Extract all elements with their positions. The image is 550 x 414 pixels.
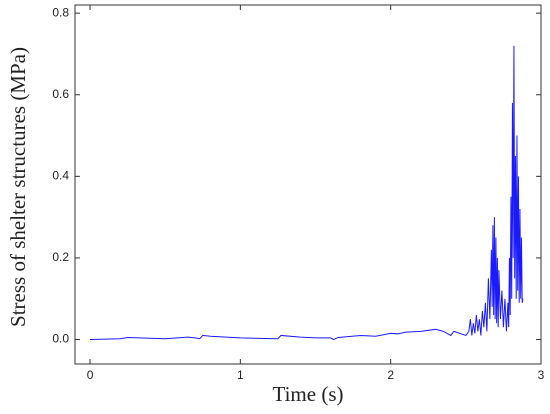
- y-axis-label: Stress of shelter structures (MPa): [6, 47, 30, 327]
- y-tick-label: 0.4: [52, 169, 69, 183]
- plot-frame: [74, 4, 542, 365]
- y-tick-label: 0.6: [52, 87, 69, 101]
- y-tick-label: 0.0: [52, 332, 69, 346]
- y-tick-label: 0.8: [52, 5, 69, 19]
- x-axis-label: Time (s): [273, 382, 344, 406]
- x-tick-label: 3: [538, 368, 545, 382]
- x-tick-label: 0: [87, 368, 94, 382]
- data-line: [90, 45, 524, 341]
- x-tick-label: 2: [387, 368, 394, 382]
- x-tick-label: 1: [237, 368, 244, 382]
- y-tick-label: 0.2: [52, 250, 69, 264]
